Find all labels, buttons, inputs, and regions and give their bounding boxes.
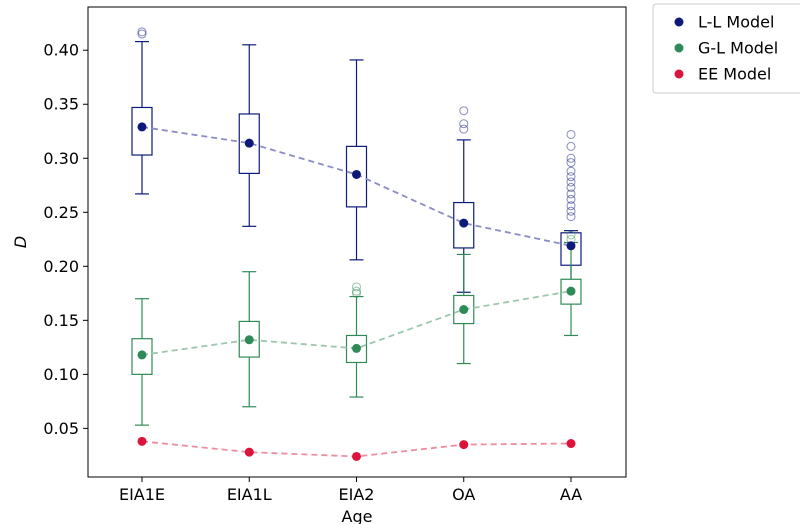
y-tick-label: 0.40 [43,41,79,60]
outlier-point [566,158,576,168]
x-tick-label: AA [560,485,582,504]
mean-point-EIA1E [137,350,147,360]
box-EIA2 [345,59,368,261]
legend-frame [652,3,800,94]
legend: L-L Model G-L Model EE Model [652,3,800,94]
x-tick-label: EIA2 [339,485,375,504]
y-tick-label: 0.30 [43,149,79,168]
x-tick-label: OA [452,485,475,504]
outlier-point [566,166,576,176]
outlier-point [566,153,576,163]
box-EIA1E [131,27,153,195]
y-axis-title: D [11,236,30,248]
mean-point-EIA1E [137,122,147,132]
mean-point-EIA2 [352,169,361,179]
mean-point-EIA1E [137,436,147,446]
x-tick-label: EIA1E [119,485,165,504]
y-tick-label: 0.10 [43,365,79,384]
outlier-point [459,124,469,134]
outlier-point [566,194,576,204]
mean-point-AA [566,439,576,449]
y-tick-label: 0.25 [43,203,79,222]
legend-label: EE Model [698,65,771,84]
outlier-point [137,29,147,39]
outlier-point [566,201,576,211]
y-tick-label: 0.05 [43,419,79,438]
mean-point-OA [459,218,469,228]
mean-point-EIA1L [244,447,254,457]
box-EIA2 [345,282,368,398]
outlier-point [566,189,576,199]
axes: 0.05 0.10 0.15 0.20 0.25 0.30 0.35 0.40 EIA1E EIA… [43,41,582,504]
box-EIA1L [238,44,260,227]
y-tick-label: 0.15 [43,311,79,330]
outlier-point [352,282,361,292]
outlier-point [566,177,576,187]
mean-point-EIA2 [352,451,361,461]
series-0-boxes [131,27,582,297]
outlier-point [566,206,576,216]
x-tick-label: EIA1L [227,485,272,504]
outlier-point [566,129,576,139]
x-axis-title: Age [342,507,373,524]
outlier-point [566,172,576,182]
legend-marker [674,43,684,53]
outlier-point [352,288,361,298]
outlier-point [566,230,576,240]
mean-point-EIA1L [244,138,254,148]
legend-label: G-L Model [698,39,778,58]
outlier-point [566,141,576,151]
mean-point-OA [459,305,469,315]
mean-point-OA [459,440,469,450]
legend-label: L-L Model [698,13,774,32]
mean-point-AA [566,286,576,296]
plot-area [131,27,582,461]
legend-marker [674,17,684,27]
box-EIA1E [131,298,153,426]
mean-point-AA [566,241,576,251]
mean-point-EIA2 [352,343,361,353]
outlier-point [566,182,576,192]
outlier-point [352,286,361,296]
y-tick-label: 0.35 [43,95,79,114]
outlier-point [459,119,469,129]
outlier-point [566,212,576,222]
outlier-point [137,27,147,37]
legend-marker [674,69,684,79]
mean-point-EIA1L [244,335,254,345]
y-tick-label: 0.20 [43,257,79,276]
outlier-point [459,106,469,116]
